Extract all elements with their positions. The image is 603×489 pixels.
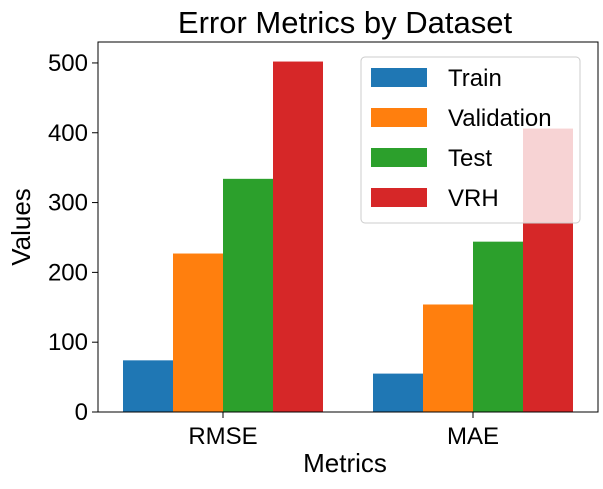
y-tick-label: 300 bbox=[48, 190, 88, 217]
y-tick-label: 0 bbox=[75, 399, 88, 426]
x-tick-label: MAE bbox=[447, 423, 499, 450]
bar-train-mae bbox=[373, 373, 423, 412]
x-axis-label: Metrics bbox=[303, 448, 387, 478]
bar-test-rmse bbox=[223, 178, 273, 412]
y-tick-label: 200 bbox=[48, 259, 88, 286]
x-tick-label: RMSE bbox=[188, 423, 257, 450]
bar-vrh-rmse bbox=[273, 61, 323, 412]
chart-title: Error Metrics by Dataset bbox=[178, 5, 513, 40]
legend-swatch-train bbox=[371, 68, 427, 87]
legend-swatch-vrh bbox=[371, 188, 427, 207]
x-axis: RMSE MAE bbox=[188, 412, 499, 450]
legend-label-validation: Validation bbox=[448, 105, 552, 132]
bars-group bbox=[123, 61, 573, 412]
bar-train-rmse bbox=[123, 360, 173, 412]
legend-label-test: Test bbox=[448, 145, 492, 172]
legend-label-train: Train bbox=[448, 65, 502, 92]
legend: Train Validation Test VRH bbox=[360, 56, 581, 224]
plot-frame bbox=[97, 41, 599, 413]
y-tick-label: 400 bbox=[48, 120, 88, 147]
y-tick-label: 500 bbox=[48, 50, 88, 77]
legend-box bbox=[360, 56, 581, 224]
bar-validation-rmse bbox=[173, 253, 223, 412]
y-axis-label: Values bbox=[6, 188, 36, 266]
bar-test-mae bbox=[473, 241, 523, 412]
legend-label-vrh: VRH bbox=[448, 185, 499, 212]
legend-swatch-test bbox=[371, 148, 427, 167]
bar-validation-mae bbox=[423, 304, 473, 412]
y-tick-label: 100 bbox=[48, 329, 88, 356]
legend-swatch-validation bbox=[371, 108, 427, 127]
y-axis: 0 100 200 300 400 500 bbox=[48, 50, 98, 426]
